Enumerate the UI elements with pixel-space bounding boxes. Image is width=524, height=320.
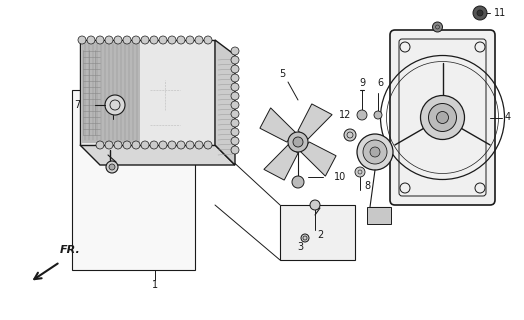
Circle shape [344,129,356,141]
Circle shape [78,36,86,44]
Circle shape [429,103,456,132]
Polygon shape [80,145,235,165]
Polygon shape [215,40,235,165]
Circle shape [310,200,320,210]
Circle shape [231,101,239,109]
Text: 4: 4 [505,113,511,123]
Circle shape [231,56,239,64]
Circle shape [292,176,304,188]
Polygon shape [260,108,296,142]
Circle shape [301,234,309,242]
Circle shape [87,36,95,44]
Text: 7: 7 [74,100,80,110]
Circle shape [357,134,393,170]
Text: 2: 2 [317,230,323,240]
Circle shape [204,36,212,44]
Circle shape [123,141,131,149]
Circle shape [168,36,176,44]
Circle shape [231,74,239,82]
Polygon shape [80,40,215,145]
Circle shape [195,36,203,44]
Circle shape [357,110,367,120]
Circle shape [204,141,212,149]
Circle shape [105,36,113,44]
Polygon shape [72,90,195,270]
Circle shape [231,110,239,118]
Text: 6: 6 [377,78,383,88]
Circle shape [231,137,239,145]
Text: 3: 3 [297,242,303,252]
Circle shape [231,119,239,127]
Polygon shape [82,42,140,143]
Text: 8: 8 [364,181,370,191]
Circle shape [105,95,125,115]
Circle shape [141,141,149,149]
Text: 1: 1 [152,280,158,290]
Text: 9: 9 [359,78,365,88]
Circle shape [106,161,118,173]
Circle shape [150,141,158,149]
Circle shape [293,137,303,147]
Circle shape [186,141,194,149]
Circle shape [96,141,104,149]
Circle shape [195,141,203,149]
Circle shape [374,111,382,119]
Circle shape [105,141,113,149]
Text: 5: 5 [279,69,285,79]
Polygon shape [300,142,336,176]
Circle shape [96,36,104,44]
Circle shape [132,36,140,44]
Circle shape [231,47,239,55]
Circle shape [186,36,194,44]
Circle shape [420,95,464,140]
Circle shape [477,10,483,16]
Polygon shape [264,144,298,180]
Circle shape [231,65,239,73]
Circle shape [109,164,115,170]
Text: 11: 11 [494,8,506,18]
Circle shape [150,36,158,44]
Circle shape [363,140,387,164]
Circle shape [159,141,167,149]
Bar [367,207,391,224]
Text: 12: 12 [339,110,351,120]
Circle shape [114,36,122,44]
Circle shape [114,141,122,149]
Circle shape [168,141,176,149]
Circle shape [141,36,149,44]
Circle shape [231,146,239,154]
Circle shape [231,92,239,100]
Polygon shape [280,205,355,260]
FancyBboxPatch shape [390,30,495,205]
Circle shape [288,132,308,152]
Circle shape [123,36,131,44]
Circle shape [132,141,140,149]
Text: FR.: FR. [60,245,81,255]
Circle shape [177,141,185,149]
Circle shape [231,128,239,136]
Circle shape [231,83,239,91]
Circle shape [355,167,365,177]
Circle shape [370,147,380,157]
Polygon shape [298,104,332,140]
Circle shape [177,36,185,44]
Text: 10: 10 [334,172,346,182]
Circle shape [432,22,442,32]
Circle shape [436,111,449,124]
Circle shape [159,36,167,44]
Circle shape [473,6,487,20]
